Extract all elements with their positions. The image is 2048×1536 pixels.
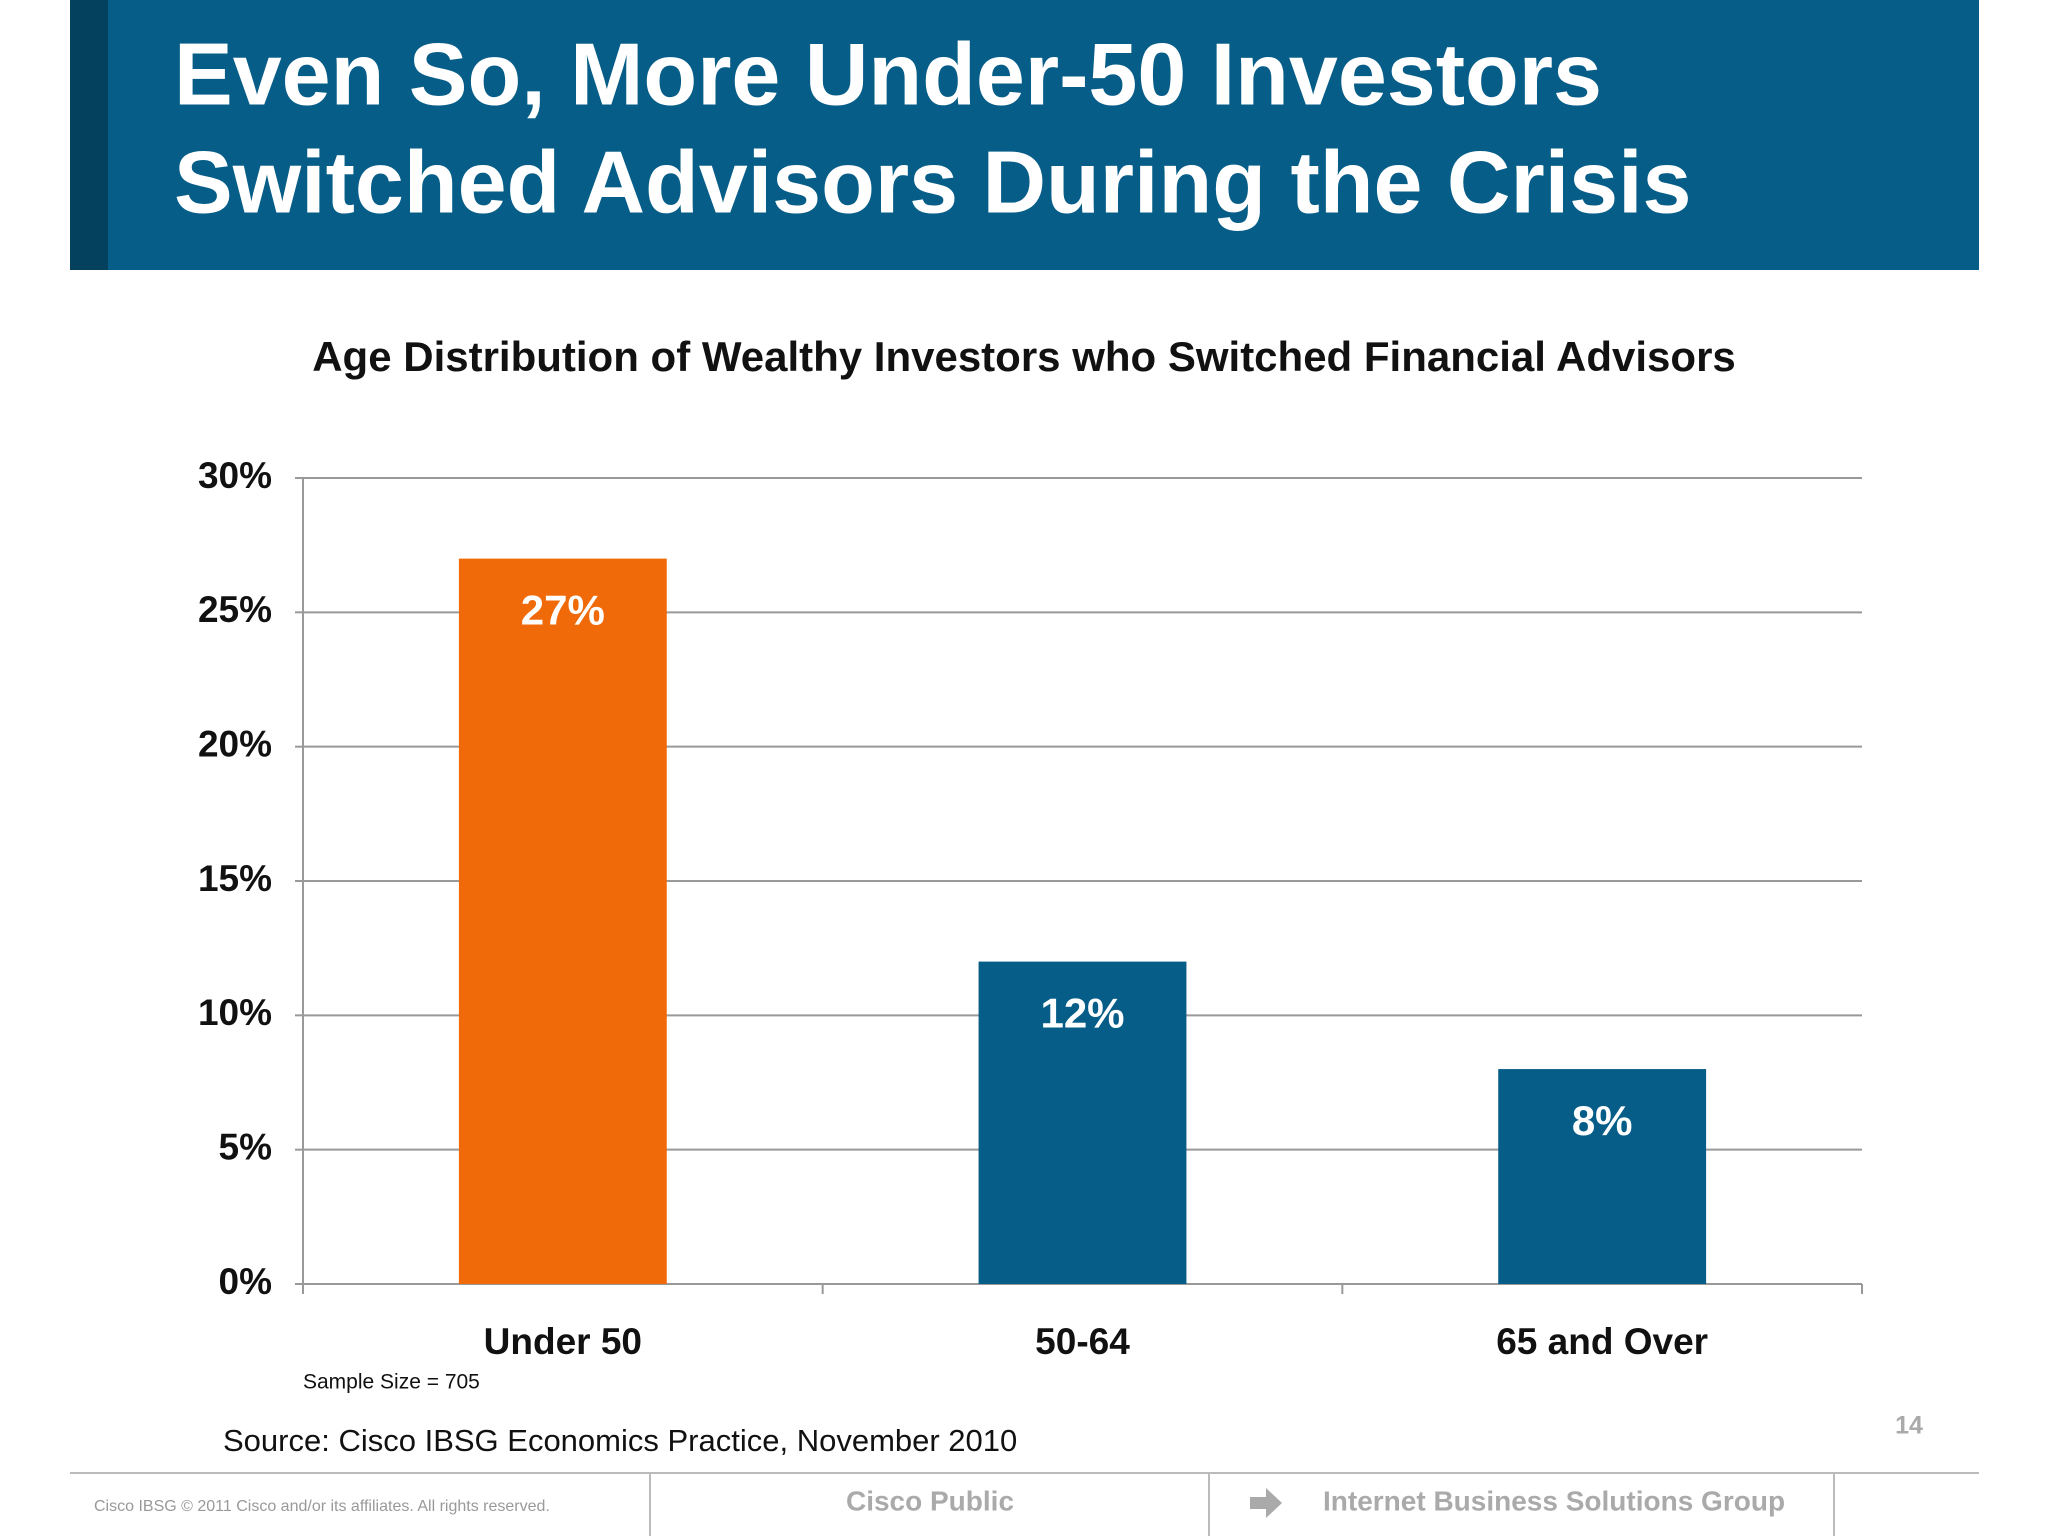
y-tick-label: 5% [219,1126,272,1167]
footer-arrow [1250,1488,1282,1518]
header-accent [70,0,108,270]
footer-classification: Cisco Public [846,1485,1014,1516]
page-number: 14 [1895,1412,1923,1440]
x-tick-label: 50-64 [1035,1321,1130,1362]
y-tick-label: 15% [198,858,272,899]
bar [978,961,1187,1284]
header-band [70,0,1979,270]
sample-note: Sample Size = 705 [303,1371,480,1394]
slide-title: Even So, More Under-50 Investors [174,24,1602,123]
y-tick-label: 20% [198,723,272,764]
plot: 0% 5% 10% 15% 20% 25% 30% Under 50 27% 50-64 12% 65… [198,455,1863,1362]
data-label: 8% [1572,1097,1633,1144]
footer-copyright: Cisco IBSG © 2011 Cisco and/or its affil… [94,1498,550,1515]
data-label: 12% [1040,990,1124,1037]
x-tick-label: Under 50 [484,1321,642,1362]
footer-group: Internet Business Solutions Group [1323,1485,1785,1516]
y-tick-label: 0% [219,1261,272,1302]
x-tick-label: 65 and Over [1496,1321,1708,1362]
y-tick-label: 25% [198,589,272,630]
slide-title: Switched Advisors During the Crisis [174,132,1691,231]
data-label: 27% [521,587,605,634]
bar [458,558,667,1284]
y-tick-label: 30% [198,455,272,496]
y-tick-label: 10% [198,992,272,1033]
source: Source: Cisco IBSG Economics Practice, N… [223,1423,1017,1458]
chart-title: Age Distribution of Wealthy Investors wh… [312,333,1736,380]
bar [1498,1069,1707,1284]
